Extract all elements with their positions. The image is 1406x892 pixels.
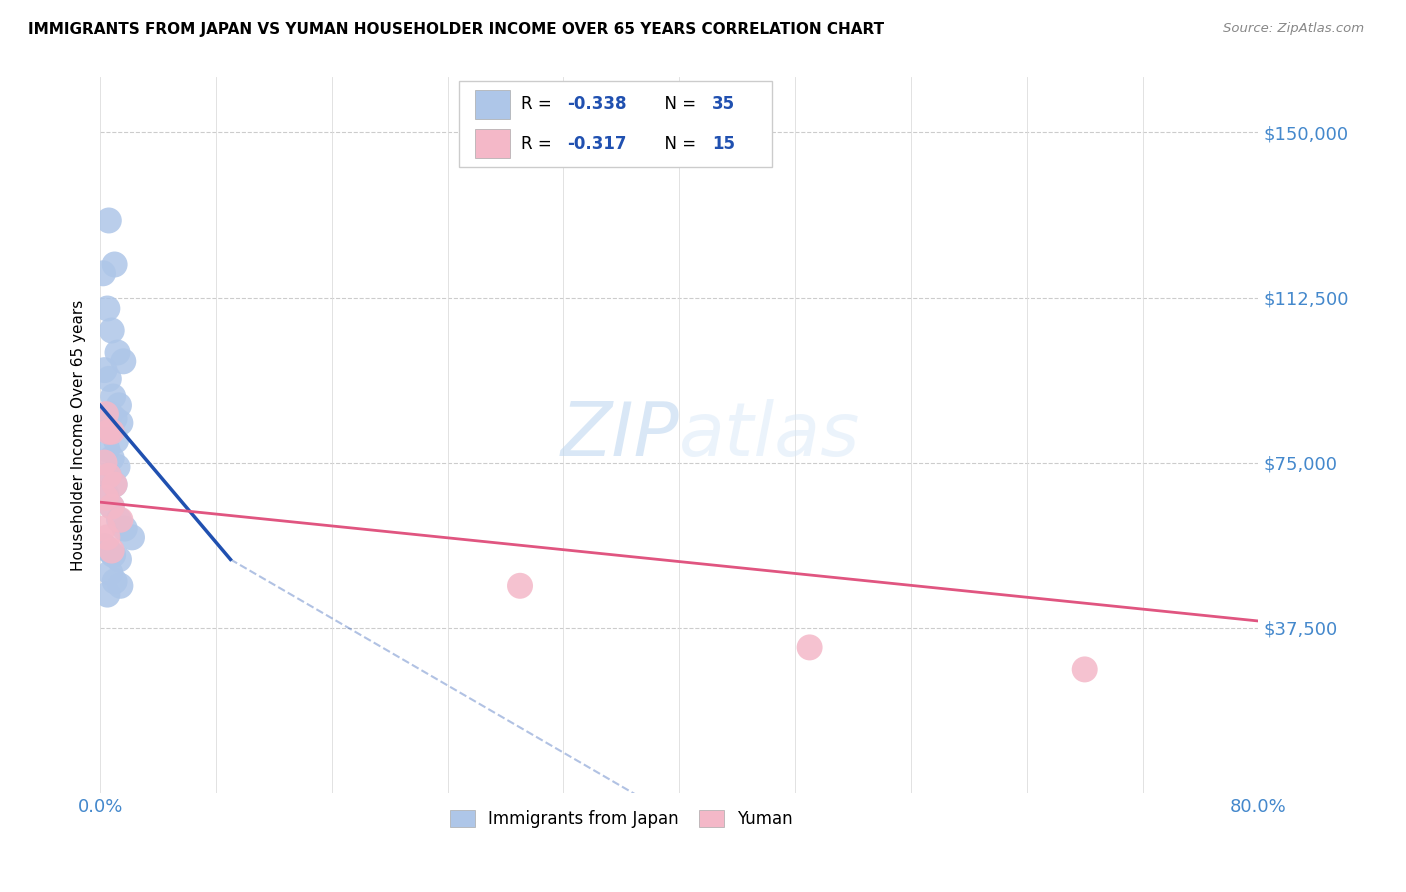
Point (110, 513, 132, 527)
Legend: Immigrants from Japan, Yuman: Immigrants from Japan, Yuman (443, 803, 800, 834)
Point (97, 468, 120, 483)
Point (97, 543, 120, 558)
Point (101, 390, 124, 404)
Point (104, 574, 127, 589)
Point (108, 513, 131, 527)
Point (96, 442, 118, 457)
Point (100, 500, 122, 514)
Point (107, 459, 129, 474)
Point (112, 354, 135, 368)
Point (97, 425, 120, 439)
Point (100, 500, 122, 514)
Point (94, 486, 117, 500)
Text: IMMIGRANTS FROM JAPAN VS YUMAN HOUSEHOLDER INCOME OVER 65 YEARS CORRELATION CHAR: IMMIGRANTS FROM JAPAN VS YUMAN HOUSEHOLD… (28, 22, 884, 37)
Point (121, 530, 143, 544)
Text: -0.317: -0.317 (567, 135, 627, 153)
Text: ZIP: ZIP (561, 399, 679, 471)
Point (91, 266, 114, 280)
Point (94, 491, 117, 505)
Text: 15: 15 (711, 135, 735, 153)
Point (108, 398, 131, 412)
Point (97, 372, 120, 386)
Text: 35: 35 (711, 95, 735, 113)
Point (110, 579, 132, 593)
Point (91, 522, 114, 536)
Point (98, 425, 121, 439)
Point (509, 579, 531, 593)
Y-axis label: Householder Income Over 65 years: Householder Income Over 65 years (72, 300, 86, 571)
Point (114, 522, 136, 536)
Point (94, 407, 117, 421)
FancyBboxPatch shape (460, 81, 772, 167)
Point (98, 566, 121, 580)
Text: -0.338: -0.338 (567, 95, 627, 113)
Point (100, 451, 122, 466)
Text: atlas: atlas (679, 399, 860, 471)
Point (96, 530, 118, 544)
Point (104, 477, 127, 491)
Point (101, 548, 124, 562)
Point (96, 588, 118, 602)
Point (100, 324, 122, 338)
Point (1073, 662, 1095, 676)
Point (93, 456, 115, 470)
Point (96, 301, 118, 316)
Point (98, 407, 121, 421)
Point (100, 543, 122, 558)
Point (94, 420, 117, 434)
Point (93, 363, 115, 377)
Point (799, 640, 821, 655)
Point (104, 411, 127, 425)
Text: N =: N = (654, 95, 702, 113)
Text: N =: N = (654, 135, 702, 153)
FancyBboxPatch shape (475, 90, 510, 119)
Point (107, 345, 129, 359)
Text: R =: R = (520, 135, 557, 153)
Point (97, 468, 120, 483)
Point (105, 434, 128, 448)
Point (108, 552, 131, 566)
Point (97, 213, 120, 227)
Point (100, 425, 122, 439)
Point (104, 477, 127, 491)
Point (110, 416, 132, 430)
FancyBboxPatch shape (475, 129, 510, 158)
Text: Source: ZipAtlas.com: Source: ZipAtlas.com (1223, 22, 1364, 36)
Point (93, 539, 115, 553)
Point (104, 258, 127, 272)
Text: R =: R = (520, 95, 557, 113)
